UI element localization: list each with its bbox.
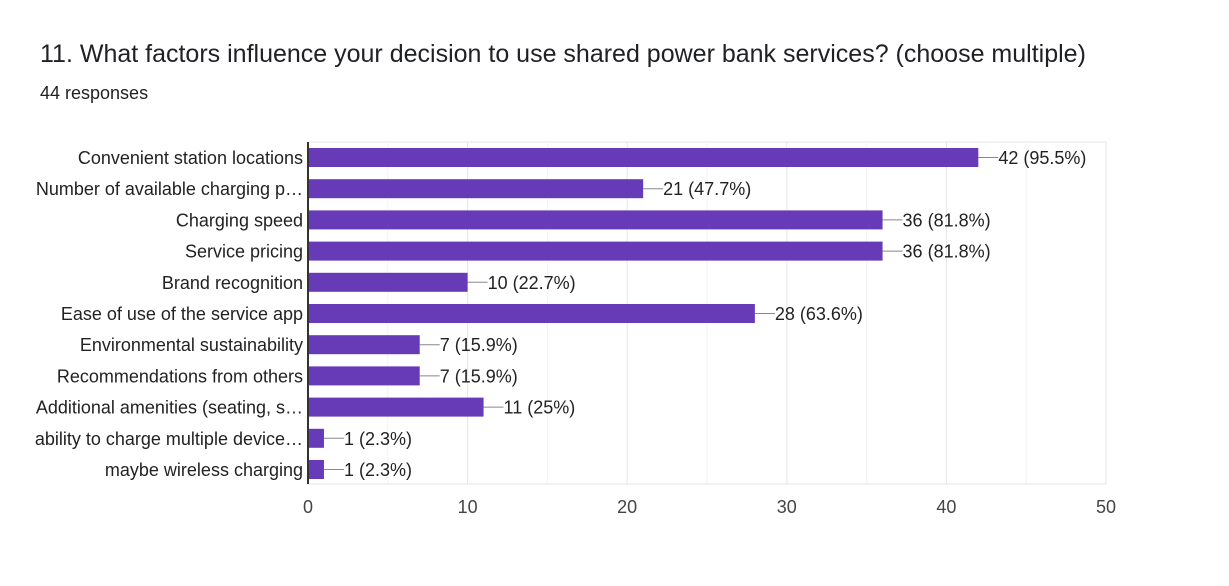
value-label: 11 (25%) (504, 398, 576, 418)
bar (308, 210, 883, 230)
labels: 0 10 20 30 40 50 Convenient station locations 4… (35, 142, 1116, 517)
chart-title: 11. What factors influence your decision… (40, 40, 1086, 68)
category-label: Recommendations from others (57, 366, 303, 386)
category-label: Additional amenities (seating, s… (36, 398, 303, 418)
x-tick-label: 50 (1096, 497, 1116, 517)
value-label: 21 (47.7%) (663, 179, 751, 199)
category-label: maybe wireless charging (105, 460, 303, 480)
bar (308, 272, 468, 292)
category-label: Ease of use of the service app (61, 304, 303, 324)
category-label: Environmental sustainability (80, 335, 303, 355)
bars (308, 148, 979, 479)
bar (308, 148, 979, 167)
response-count: 44 responses (40, 83, 149, 103)
value-label: 42 (95.5%) (998, 148, 1086, 168)
value-label: 7 (15.9%) (440, 366, 518, 386)
category-label: Brand recognition (162, 273, 303, 293)
x-tick-label: 20 (617, 497, 637, 517)
bar (308, 335, 420, 355)
category-label: ability to charge multiple device… (35, 429, 303, 449)
bar (308, 460, 324, 479)
category-label: Charging speed (176, 210, 303, 230)
x-tick-label: 40 (936, 497, 956, 517)
category-label: Service pricing (185, 242, 303, 262)
bar (308, 428, 324, 448)
x-tick-label: 10 (458, 497, 478, 517)
category-label: Convenient station locations (78, 148, 303, 168)
value-label: 7 (15.9%) (440, 335, 518, 355)
value-label: 36 (81.8%) (903, 242, 991, 262)
value-label: 1 (2.3%) (344, 429, 412, 449)
x-tick-label: 30 (777, 497, 797, 517)
bar (308, 179, 644, 199)
value-label: 1 (2.3%) (344, 460, 412, 480)
bar (308, 366, 420, 386)
category-label: Number of available charging p… (36, 179, 303, 199)
value-label: 28 (63.6%) (775, 304, 863, 324)
value-label: 10 (22.7%) (488, 273, 576, 293)
value-label: 36 (81.8%) (903, 210, 991, 230)
x-tick-label: 0 (303, 497, 313, 517)
bar (308, 304, 755, 323)
bar (308, 397, 484, 417)
bar (308, 241, 883, 261)
